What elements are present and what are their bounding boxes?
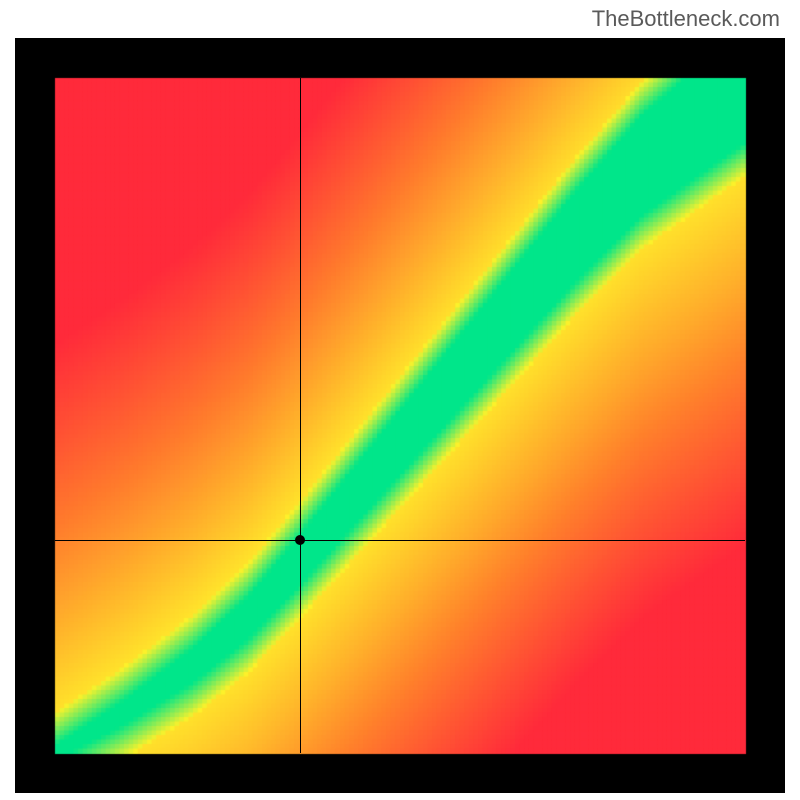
attribution-text: TheBottleneck.com [592, 6, 780, 32]
heatmap-canvas [15, 38, 785, 793]
chart-container: TheBottleneck.com [0, 0, 800, 800]
plot-area [15, 38, 785, 793]
